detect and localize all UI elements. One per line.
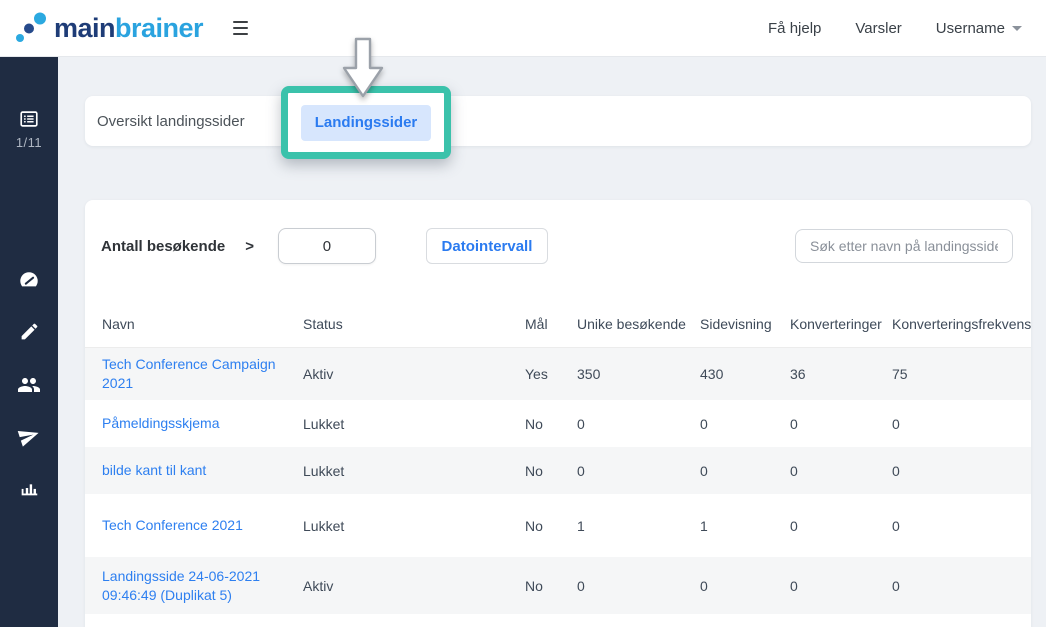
page-counter: 1/11 — [15, 135, 43, 150]
notifications-link[interactable]: Varsler — [855, 19, 902, 37]
sidebar: 1/11 — [0, 57, 58, 627]
status-cell: Aktiv — [303, 577, 334, 594]
conversions-cell: 0 — [790, 462, 798, 479]
goal-cell: Yes — [525, 365, 548, 382]
table-row: Tech Conference Campaign 2021 Aktiv Yes … — [85, 347, 1031, 400]
search-input[interactable] — [795, 229, 1013, 263]
visitors-filter-label: Antall besøkende — [101, 237, 226, 255]
caret-down-icon — [1012, 25, 1022, 31]
unique-visitors-cell: 350 — [577, 365, 601, 382]
table-row: bilde kant til kant Lukket No 0 0 0 0 — [85, 447, 1031, 494]
pageviews-cell: 0 — [700, 415, 708, 432]
name-cell: Påmeldingsskjema — [85, 400, 303, 447]
column-header-pageviews: Sidevisning — [700, 302, 790, 348]
pages-icon — [20, 111, 38, 127]
sidebar-item-campaigns[interactable] — [0, 425, 58, 447]
username-label: Username — [935, 19, 1005, 37]
pageviews-cell: 0 — [700, 577, 708, 594]
visitors-count-input[interactable] — [277, 228, 376, 264]
table-row: Tech Conference 2021 Lukket No 1 1 0 0 — [85, 494, 1031, 557]
sidebar-item-statistics[interactable] — [0, 477, 58, 499]
edit-icon — [21, 323, 37, 340]
tabs-card: Oversikt landingssider — [85, 96, 1031, 146]
conversions-cell: 0 — [790, 577, 798, 594]
conversions-cell: 0 — [790, 517, 798, 534]
pageviews-cell: 1 — [700, 517, 708, 534]
landing-pages-panel: Antall besøkende > Datointervall Navn St… — [85, 200, 1031, 627]
unique-visitors-cell: 0 — [577, 577, 585, 594]
tab-overview-landing-pages[interactable]: Oversikt landingssider — [97, 112, 245, 130]
landing-pages-table: Navn Status Mål Unike besøkende Sidevisn… — [85, 302, 1031, 614]
unique-visitors-cell: 1 — [577, 517, 585, 534]
column-header-unique-visitors: Unike besøkende — [577, 302, 700, 348]
pageviews-cell: 0 — [700, 462, 708, 479]
help-link[interactable]: Få hjelp — [768, 19, 822, 37]
column-header-status: Status — [303, 302, 525, 348]
tab-landing-pages[interactable]: Landingssider — [301, 104, 431, 141]
column-header-name: Navn — [85, 302, 303, 348]
pageviews-cell: 430 — [700, 365, 724, 382]
status-cell: Aktiv — [303, 365, 334, 382]
sidebar-item-dashboard[interactable] — [0, 269, 58, 291]
annotation-arrow-down-icon — [342, 37, 384, 98]
conversion-rate-cell: 0 — [892, 517, 900, 534]
conversions-cell: 0 — [790, 415, 798, 432]
column-header-conversion-rate: Konverteringsfrekvens — [892, 302, 1031, 348]
sidebar-item-pages[interactable]: 1/11 — [0, 108, 58, 150]
conversion-rate-cell: 75 — [892, 365, 908, 382]
statistics-icon — [21, 484, 38, 496]
conversion-rate-cell: 0 — [892, 462, 900, 479]
table-row: Påmeldingsskjema Lukket No 0 0 0 0 — [85, 400, 1031, 447]
name-cell: bilde kant til kant — [85, 447, 303, 494]
conversion-rate-cell: 0 — [892, 415, 900, 432]
sidebar-item-editor[interactable] — [0, 321, 58, 342]
landing-page-link[interactable]: Tech Conference 2021 — [102, 517, 243, 534]
column-header-conversions: Konverteringer — [790, 302, 892, 348]
table-row: Landingsside 24-06-2021 09:46:49 (Duplik… — [85, 557, 1031, 614]
conversions-cell: 36 — [790, 365, 806, 382]
logo-text: mainbrainer — [54, 12, 204, 43]
unique-visitors-cell: 0 — [577, 462, 585, 479]
sidebar-item-contacts[interactable] — [0, 373, 58, 397]
top-header: mainbrainer Få hjelp Varsler Username — [0, 0, 1046, 57]
goal-cell: No — [525, 517, 543, 534]
dashboard-icon — [20, 272, 38, 287]
goal-cell: No — [525, 577, 543, 594]
status-cell: Lukket — [303, 415, 345, 432]
landing-page-link[interactable]: bilde kant til kant — [102, 462, 207, 479]
unique-visitors-cell: 0 — [577, 415, 585, 432]
top-navigation: Få hjelp Varsler Username — [768, 20, 1022, 37]
mainbrainer-logo[interactable]: mainbrainer — [14, 10, 204, 46]
name-cell: Tech Conference 2021 — [85, 494, 303, 557]
greater-than-operator: > — [245, 237, 254, 255]
logo-dots-icon — [16, 12, 46, 42]
conversion-rate-cell: 0 — [892, 577, 900, 594]
contacts-icon — [18, 378, 40, 392]
name-cell: Tech Conference Campaign 2021 — [85, 347, 303, 400]
goal-cell: No — [525, 462, 543, 479]
table-header-row: Navn Status Mål Unike besøkende Sidevisn… — [85, 302, 1031, 348]
landing-page-link[interactable]: Påmeldingsskjema — [102, 415, 220, 432]
name-cell: Landingsside 24-06-2021 09:46:49 (Duplik… — [85, 557, 303, 614]
status-cell: Lukket — [303, 517, 345, 534]
landing-page-link[interactable]: Landingsside 24-06-2021 09:46:49 (Duplik… — [102, 567, 261, 603]
goal-cell: No — [525, 415, 543, 432]
user-menu[interactable]: Username — [936, 20, 1022, 37]
landing-page-link[interactable]: Tech Conference Campaign 2021 — [102, 355, 276, 391]
hamburger-menu-icon[interactable] — [229, 17, 252, 39]
status-cell: Lukket — [303, 462, 345, 479]
column-header-goal: Mål — [525, 302, 577, 348]
filter-bar: Antall besøkende > Datointervall — [85, 200, 1031, 264]
send-icon — [17, 430, 39, 447]
date-range-button[interactable]: Datointervall — [425, 228, 548, 264]
